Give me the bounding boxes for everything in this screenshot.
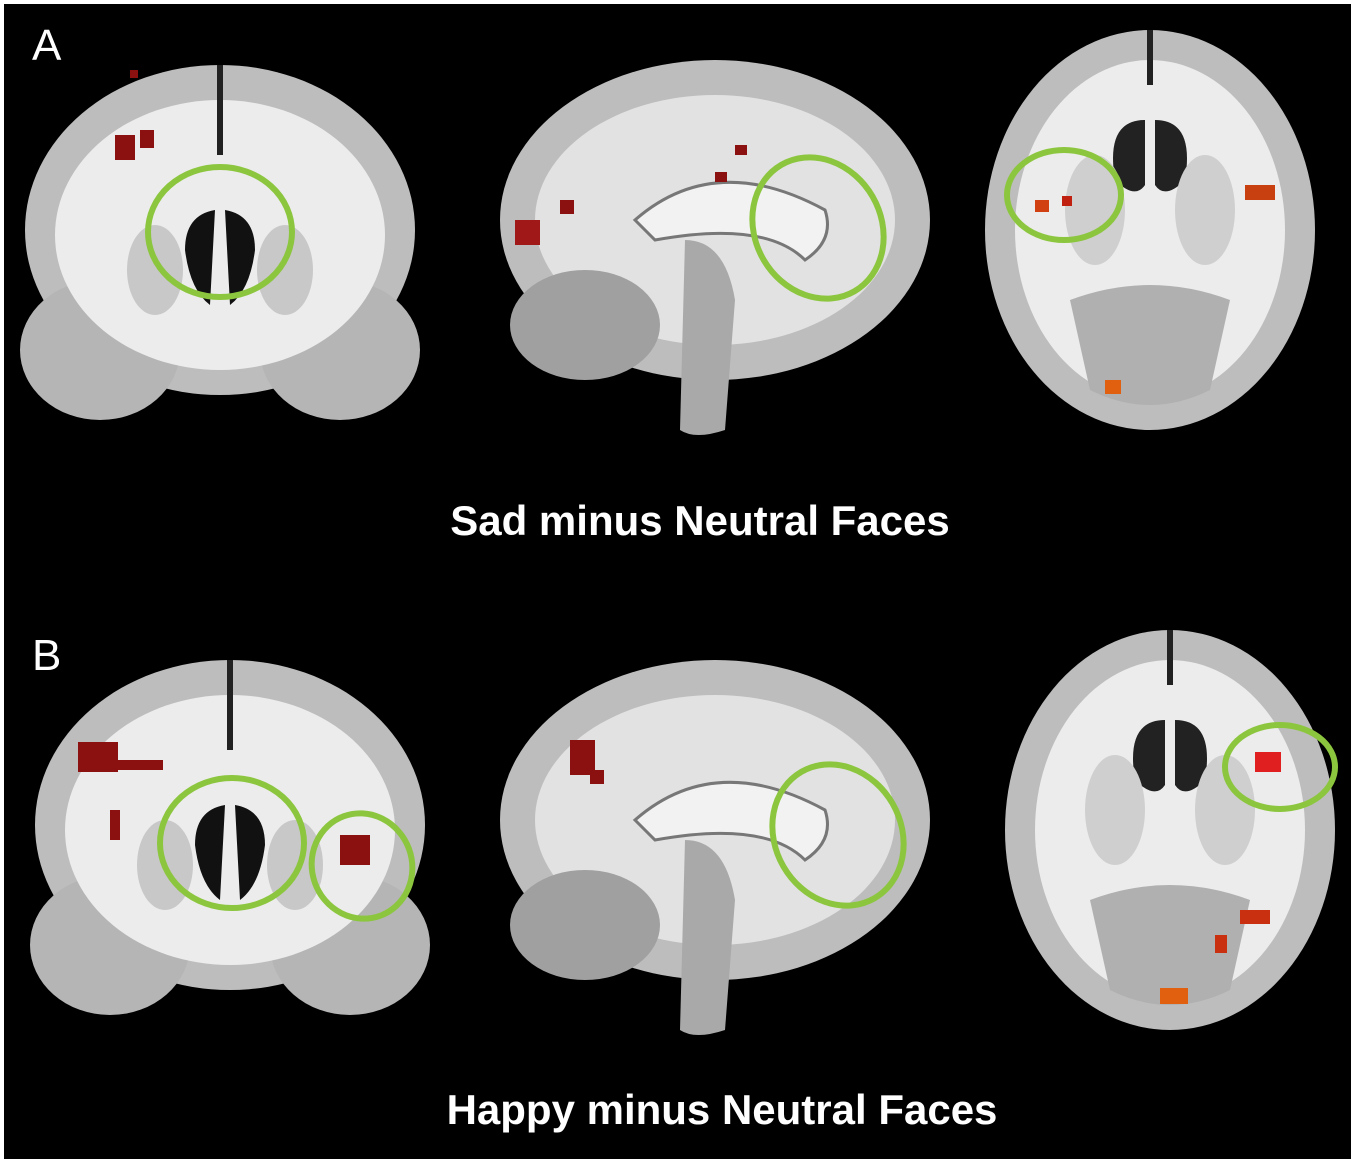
activation: [515, 220, 540, 245]
activation: [118, 760, 163, 770]
activation: [110, 810, 120, 840]
fissure: [227, 660, 233, 750]
activation: [1255, 752, 1281, 772]
activation: [340, 835, 370, 865]
gray-nucleus: [127, 225, 183, 315]
activation: [1035, 200, 1049, 212]
activation: [115, 135, 135, 160]
panel-caption: Happy minus Neutral Faces: [447, 1086, 998, 1133]
activation: [78, 742, 118, 772]
activation: [1240, 910, 1270, 924]
cerebellum: [510, 870, 660, 980]
figure: A Sad minus Neutral Faces B Happy minus …: [0, 0, 1355, 1163]
activation: [140, 130, 154, 148]
gray-nucleus: [257, 225, 313, 315]
activation: [1062, 196, 1072, 206]
activation: [590, 770, 604, 784]
fissure: [1167, 630, 1173, 685]
gray-nucleus: [1175, 155, 1235, 265]
panel-label: B: [32, 631, 61, 680]
activation: [1215, 935, 1227, 953]
page: A Sad minus Neutral Faces B Happy minus …: [0, 0, 1355, 1163]
fissure: [1147, 30, 1153, 85]
activation: [130, 70, 138, 78]
activation: [735, 145, 747, 155]
panel-images: [30, 630, 1335, 1035]
fissure: [217, 65, 223, 155]
occipital: [1070, 285, 1230, 405]
panel-label: A: [32, 21, 62, 70]
activation: [1245, 185, 1275, 200]
panel-images: [20, 30, 1315, 435]
activation: [560, 200, 574, 214]
activation: [1105, 380, 1121, 394]
cerebellum: [510, 270, 660, 380]
activation: [1160, 988, 1188, 1004]
activation: [570, 740, 595, 775]
panel-caption: Sad minus Neutral Faces: [450, 497, 950, 544]
activation: [715, 172, 727, 182]
gray-nucleus: [1085, 755, 1145, 865]
